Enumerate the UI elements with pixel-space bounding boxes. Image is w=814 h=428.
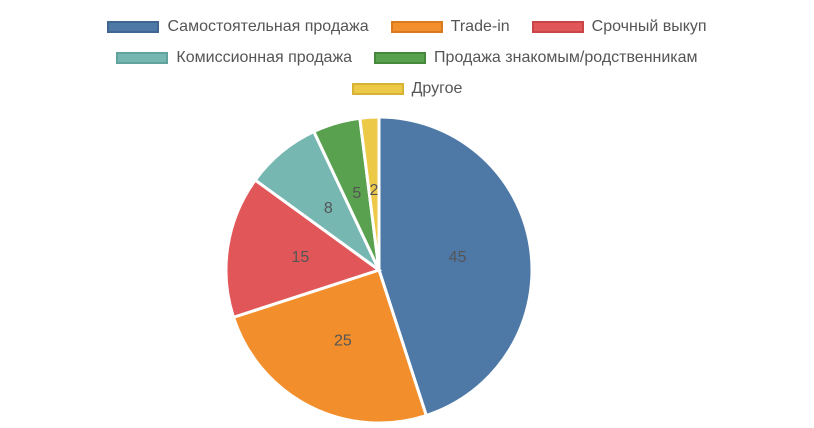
data-label: 25 [334,332,352,349]
pie-slice[interactable] [231,268,429,425]
legend-row: Самостоятельная продажа Trade-in Срочный в… [0,18,814,36]
data-label: 5 [352,185,361,202]
legend-item[interactable]: Срочный выкуп [531,18,707,36]
legend-item[interactable]: Продажа знакомым/родственникам [374,49,698,67]
legend-swatch [116,52,169,64]
data-label: 2 [370,182,379,199]
legend-label: Комиссионная продажа [176,49,353,66]
legend-label: Самостоятельная продажа [167,18,369,35]
legend-label: Срочный выкуп [591,18,707,35]
legend-swatch [351,83,404,95]
legend-label: Продажа знакомым/родственникам [434,49,698,66]
legend-item[interactable]: Комиссионная продажа [116,49,352,67]
legend-swatch [531,21,584,33]
legend-swatch [374,52,427,64]
legend-swatch [390,21,443,33]
pie-slice[interactable] [224,177,383,320]
legend-item[interactable]: Самостоятельная продажа [107,18,369,36]
legend-label: Другое [411,80,463,97]
legend-item[interactable]: Другое [351,80,463,98]
legend-row: Комиссионная продажа Продажа знакомым/род… [0,49,814,67]
legend-item[interactable]: Trade-in [390,18,510,36]
legend-label: Trade-in [450,18,510,35]
pie-slice[interactable] [377,115,534,418]
data-label: 45 [449,249,467,266]
legend-swatch [107,21,160,33]
pie-slice[interactable] [358,115,381,271]
legend-row: Другое [0,80,814,98]
data-label: 8 [324,200,333,217]
data-label: 15 [292,249,310,266]
